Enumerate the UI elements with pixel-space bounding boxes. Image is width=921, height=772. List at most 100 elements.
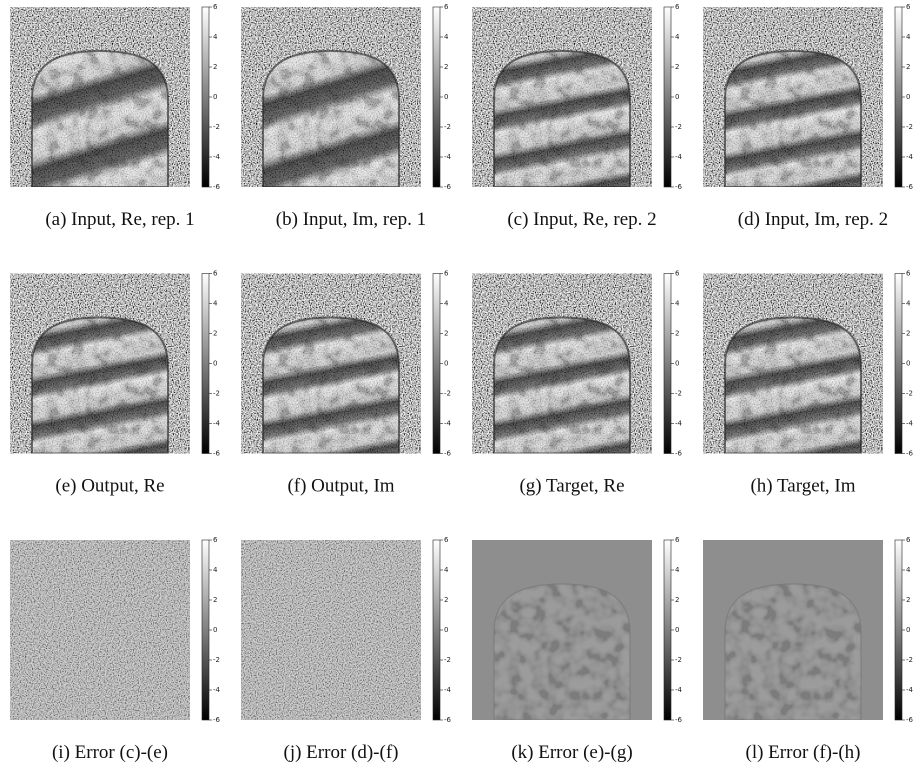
colorbar-tick-label: 4 xyxy=(906,33,911,41)
colorbar-tick-label: -2 xyxy=(906,123,913,131)
colorbar-tick-label: -2 xyxy=(444,390,451,398)
colorbar-tick-label: -6 xyxy=(906,183,914,191)
colorbar-tick-label: -6 xyxy=(675,450,683,458)
colorbar-tick-label: -4 xyxy=(675,153,683,161)
colorbar-tick-label: -4 xyxy=(675,420,683,428)
colorbar-tick-label: 4 xyxy=(906,566,911,574)
colorbar xyxy=(664,7,671,187)
colorbar-tick-label: -2 xyxy=(444,656,451,664)
colorbar-tick-label: 4 xyxy=(213,33,218,41)
colorbar-tick-label: 6 xyxy=(675,270,680,278)
caption: (l) Error (f)-(h) xyxy=(746,742,861,763)
colorbar-tick-label: 6 xyxy=(675,3,680,11)
colorbar-tick-label: -2 xyxy=(675,656,682,664)
colorbar-tick-label: -4 xyxy=(906,686,914,694)
colorbar-tick-label: -4 xyxy=(444,153,452,161)
colorbar-tick-label: -2 xyxy=(213,390,220,398)
image xyxy=(472,540,652,720)
colorbar-tick-label: -6 xyxy=(444,183,452,191)
colorbar-tick-label: 6 xyxy=(213,270,218,278)
caption: (a) Input, Re, rep. 1 xyxy=(45,209,194,230)
caption: (g) Target, Re xyxy=(519,476,624,497)
colorbar-tick-label: 0 xyxy=(444,626,448,634)
colorbar-tick-label: 6 xyxy=(906,3,911,11)
colorbar-tick-label: -6 xyxy=(906,450,914,458)
colorbar-tick-label: 0 xyxy=(675,626,679,634)
colorbar-tick-label: 6 xyxy=(675,536,680,544)
colorbar-tick-label: 0 xyxy=(213,626,217,634)
colorbar-tick-label: -2 xyxy=(213,656,220,664)
colorbar-tick-label: 0 xyxy=(906,626,910,634)
colorbar-tick-label: 4 xyxy=(213,566,218,574)
colorbar-tick-label: 4 xyxy=(444,33,449,41)
colorbar xyxy=(433,540,440,720)
colorbar-tick-label: 6 xyxy=(906,536,911,544)
colorbar xyxy=(202,540,209,720)
colorbar xyxy=(202,274,209,454)
caption: (b) Input, Im, rep. 1 xyxy=(276,209,426,230)
colorbar-tick-label: 4 xyxy=(675,300,680,308)
colorbar-tick-label: 2 xyxy=(906,596,910,604)
image xyxy=(472,274,652,454)
colorbar-tick-label: -4 xyxy=(213,153,221,161)
colorbar-tick-label: 0 xyxy=(906,93,910,101)
colorbar-tick-label: 0 xyxy=(444,360,448,368)
colorbar-tick-label: 2 xyxy=(444,330,448,338)
colorbar-tick-label: 2 xyxy=(675,63,679,71)
colorbar-tick-label: -4 xyxy=(444,420,452,428)
colorbar-tick-label: 2 xyxy=(675,330,679,338)
image xyxy=(703,7,883,187)
image xyxy=(241,274,421,454)
image xyxy=(10,540,190,720)
colorbar-tick-label: 0 xyxy=(213,93,217,101)
colorbar-tick-label: 0 xyxy=(906,360,910,368)
caption: (k) Error (e)-(g) xyxy=(511,742,632,763)
colorbar-tick-label: -6 xyxy=(213,450,221,458)
figure: 6 4 2 0 -2 -4 -6 (a) Input, Re, rep. 1 6 4 2 0 -2 -4 -… xyxy=(0,0,921,772)
colorbar-tick-label: 4 xyxy=(444,300,449,308)
colorbar-tick-label: 4 xyxy=(675,566,680,574)
colorbar xyxy=(664,540,671,720)
colorbar-tick-label: -4 xyxy=(213,686,221,694)
colorbar-tick-label: 2 xyxy=(444,63,448,71)
colorbar-tick-label: 2 xyxy=(444,596,448,604)
colorbar-tick-label: 0 xyxy=(213,360,217,368)
image xyxy=(10,274,190,454)
colorbar-tick-label: 2 xyxy=(675,596,679,604)
image xyxy=(10,7,190,187)
image xyxy=(241,540,421,720)
colorbar-tick-label: -4 xyxy=(906,420,914,428)
colorbar xyxy=(433,274,440,454)
colorbar-tick-label: -6 xyxy=(444,450,452,458)
colorbar xyxy=(895,274,902,454)
colorbar-tick-label: -6 xyxy=(675,183,683,191)
colorbar-tick-label: 4 xyxy=(444,566,449,574)
colorbar-tick-label: 4 xyxy=(213,300,218,308)
colorbar-tick-label: 4 xyxy=(906,300,911,308)
colorbar xyxy=(433,7,440,187)
colorbar-tick-label: -2 xyxy=(675,123,682,131)
colorbar-tick-label: -4 xyxy=(444,686,452,694)
image xyxy=(472,7,652,187)
image xyxy=(241,7,421,187)
caption: (d) Input, Im, rep. 2 xyxy=(738,209,888,230)
colorbar xyxy=(895,540,902,720)
colorbar-tick-label: -6 xyxy=(675,716,683,724)
colorbar xyxy=(202,7,209,187)
colorbar-tick-label: -2 xyxy=(444,123,451,131)
image xyxy=(703,274,883,454)
colorbar-tick-label: -2 xyxy=(906,656,913,664)
colorbar-tick-label: 6 xyxy=(906,270,911,278)
colorbar-tick-label: 2 xyxy=(213,596,217,604)
colorbar-tick-label: 2 xyxy=(213,63,217,71)
